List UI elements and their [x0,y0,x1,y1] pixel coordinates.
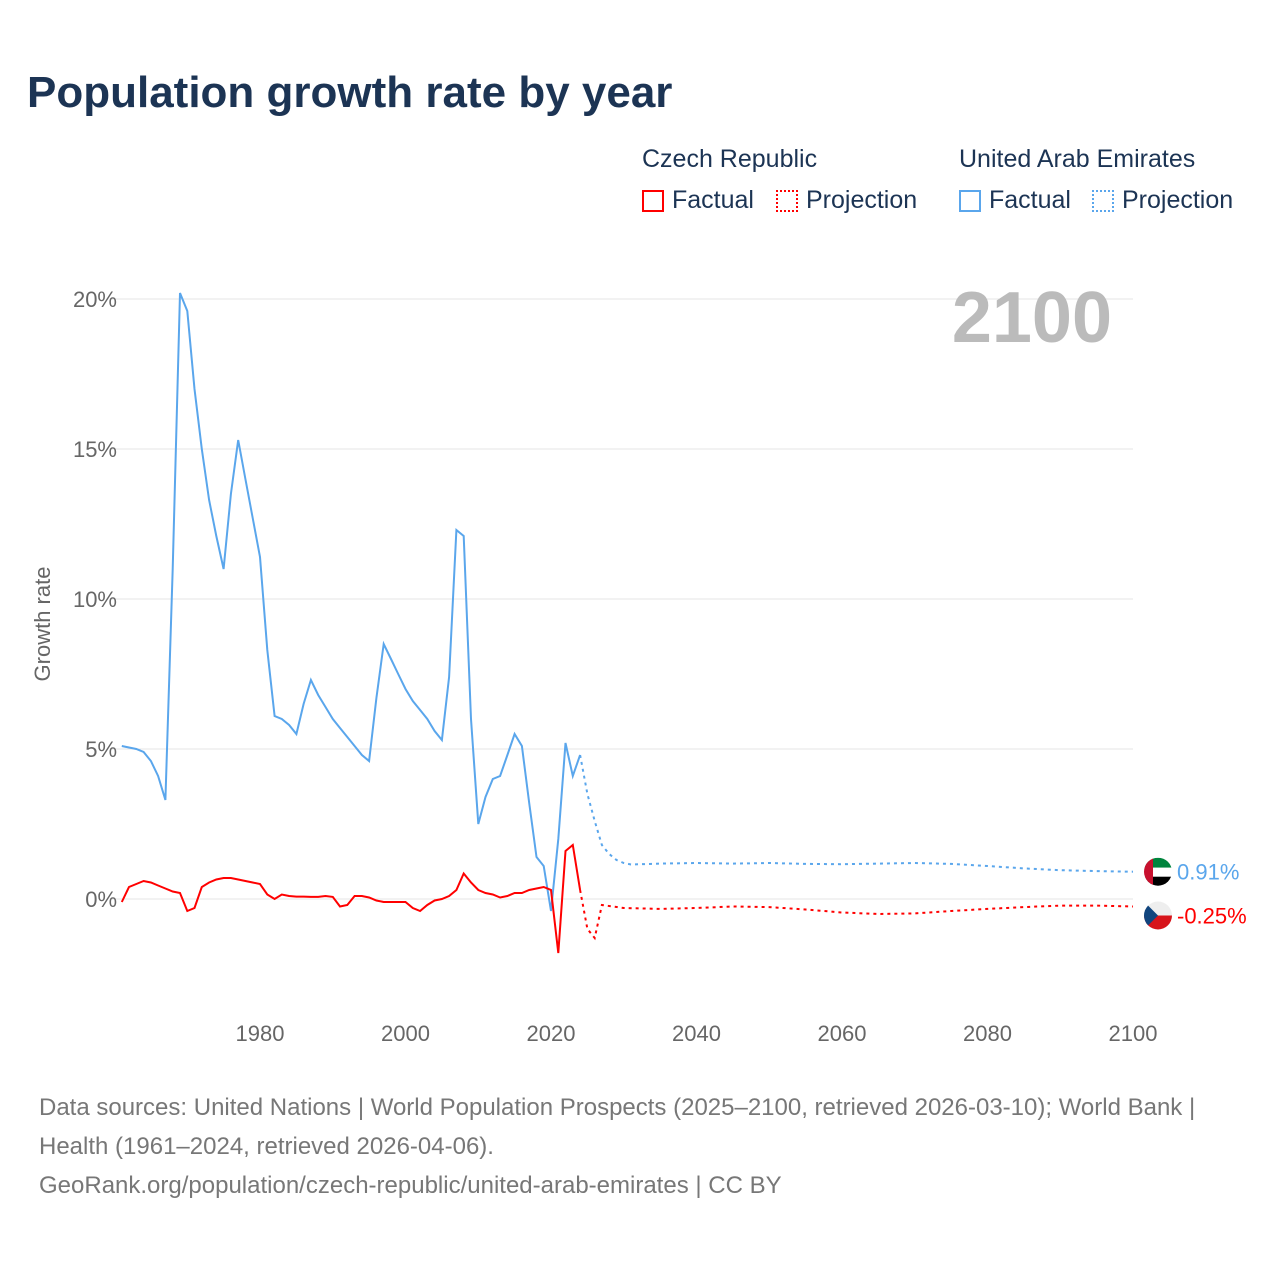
data-sources: Data sources: United Nations | World Pop… [39,1094,1196,1160]
line-chart: 0% 5% 10% 15% 20% 1980 2000 2020 2040 2060 2080 210… [30,278,1247,1046]
y-tick-label: 10% [73,587,117,612]
legend-uae-projection[interactable]: Projection [1092,186,1233,215]
legend-swatch-dotted [1092,189,1114,212]
legend-label: Projection [1122,186,1234,214]
series-line-projection [579,889,1134,941]
legend-swatch-solid [959,189,981,212]
series-line-factual [120,843,582,954]
x-tick-label: 2100 [1109,1021,1158,1046]
y-tick-label: 0% [85,887,117,912]
legend-uae-factual[interactable]: Factual [959,186,1071,215]
x-tick-label: 2080 [963,1021,1012,1046]
legend-group-uae: United Arab Emirates [959,145,1196,173]
x-tick-label: 2000 [381,1021,430,1046]
legend-swatch-solid [642,189,664,212]
series-end-label: 0.91% [1177,860,1239,885]
series-line-factual [121,292,582,912]
y-tick-label: 15% [73,437,117,462]
y-tick-label: 20% [73,287,117,312]
legend-swatch-dotted [776,189,798,212]
series-line-projection [579,754,1134,873]
legend-label: Projection [806,186,918,214]
page-title: Population growth rate by year [27,68,673,117]
footer: Data sources: United Nations | World Pop… [39,1088,1239,1205]
x-tick-label: 2040 [672,1021,721,1046]
year-watermark: 2100 [952,278,1112,358]
legend-label: Factual [672,186,754,214]
series-end-label: -0.25% [1177,904,1247,929]
uae-flag-icon [1144,857,1172,886]
legend-label: Factual [989,186,1071,214]
source-link[interactable]: GeoRank.org/population/czech-republic/un… [39,1172,782,1199]
legend-czech-factual[interactable]: Factual [642,186,754,215]
y-axis-label: Growth rate [30,567,55,682]
czech-flag-icon [1144,901,1172,930]
x-tick-label: 2020 [527,1021,576,1046]
legend-czech-projection[interactable]: Projection [776,186,917,215]
x-tick-label: 1980 [236,1021,285,1046]
y-tick-label: 5% [85,737,117,762]
legend-group-czech: Czech Republic [642,145,818,173]
x-tick-label: 2060 [818,1021,867,1046]
